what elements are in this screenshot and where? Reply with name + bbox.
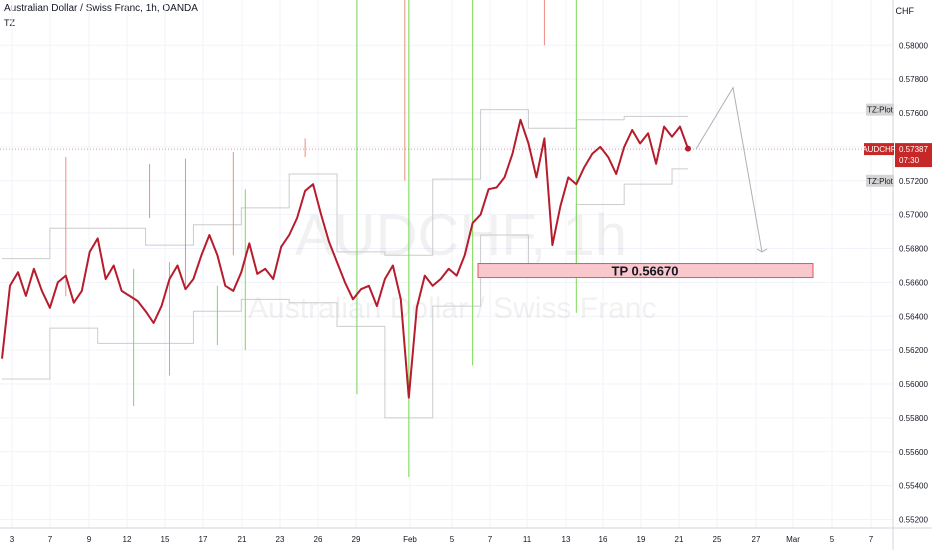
- x-tick-label: 12: [123, 535, 132, 544]
- x-tick-label: Feb: [403, 535, 417, 544]
- y-tick-label: 0.57800: [899, 75, 928, 84]
- x-tick-label: 7: [488, 535, 493, 544]
- y-tick-label: 0.55600: [899, 448, 928, 457]
- y-tick-label: 0.55200: [899, 516, 928, 525]
- x-tick-label: 7: [48, 535, 53, 544]
- plot-tag-label: TZ:Plot: [867, 177, 894, 186]
- y-tick-label: 0.57200: [899, 177, 928, 186]
- y-tick-label: 0.58000: [899, 41, 928, 50]
- x-tick-label: 17: [199, 535, 208, 544]
- plot-tag-bg: [866, 103, 894, 116]
- symbol-tag-bg: [864, 143, 894, 156]
- y-tick-label: 0.56800: [899, 245, 928, 254]
- x-tick-label: 11: [523, 535, 532, 544]
- x-tick-label: 27: [752, 535, 761, 544]
- tp-zone: TP 0.56670: [477, 263, 814, 279]
- x-tick-label: 7: [869, 535, 874, 544]
- tp-label: TP 0.56670: [612, 264, 679, 279]
- price-line[interactable]: [1, 118, 689, 399]
- chart-title: Australian Dollar / Swiss Franc, 1h, OAN…: [4, 3, 198, 14]
- channel-upper: [2, 109, 688, 260]
- x-tick-label: 25: [713, 535, 722, 544]
- y-tick-label: 0.56600: [899, 278, 928, 287]
- price-tag-bg: [895, 143, 932, 168]
- x-tick-label: 16: [599, 535, 608, 544]
- x-tick-label: 19: [637, 535, 646, 544]
- plot-tag-bg: [866, 174, 894, 187]
- grid: [0, 0, 893, 528]
- y-tick-label: 0.57000: [899, 211, 928, 220]
- tp-zone-rect[interactable]: [477, 263, 814, 279]
- projection-arrowhead-icon: [756, 248, 768, 253]
- x-tick-label: 9: [87, 535, 92, 544]
- axis-tags: TZ:Plot TZ:Plot AUDCHF 0.57387 07:30: [862, 103, 932, 187]
- y-tick-label: 0.56200: [899, 346, 928, 355]
- watermark-symbol: AUDCHF, 1h: [295, 203, 627, 268]
- y-tick-label: 0.57600: [899, 109, 928, 118]
- last-price-dot[interactable]: [685, 145, 691, 152]
- indicator-name: TZ: [4, 18, 15, 28]
- y-tick-label: 0.55800: [899, 414, 928, 423]
- watermark: AUDCHF, 1h Australian Dollar / Swiss Fra…: [248, 203, 656, 325]
- x-tick-label: 23: [276, 535, 285, 544]
- price-tag-value: 0.57387: [899, 145, 928, 154]
- x-tick-label: 21: [238, 535, 247, 544]
- x-tick-label: 29: [352, 535, 361, 544]
- price-tag-countdown: 07:30: [899, 156, 920, 165]
- x-tick-label: 3: [10, 535, 15, 544]
- y-tick-label: 0.55400: [899, 482, 928, 491]
- symbol-tag-label: AUDCHF: [862, 145, 895, 154]
- x-tick-label: 5: [450, 535, 455, 544]
- x-tick-label: 5: [830, 535, 835, 544]
- x-tick-label: Mar: [786, 535, 800, 544]
- plot-tag-label: TZ:Plot: [867, 106, 894, 115]
- x-tick-label: 26: [314, 535, 323, 544]
- x-tick-label: 15: [161, 535, 170, 544]
- projection-line: [695, 86, 763, 252]
- x-tick-label: 21: [675, 535, 684, 544]
- watermark-name: Australian Dollar / Swiss Franc: [248, 292, 656, 325]
- y-tick-label: 0.56400: [899, 312, 928, 321]
- y-tick-label: 0.56000: [899, 380, 928, 389]
- currency-label: CHF: [895, 6, 915, 16]
- projection: [695, 86, 768, 253]
- x-tick-label: 13: [562, 535, 571, 544]
